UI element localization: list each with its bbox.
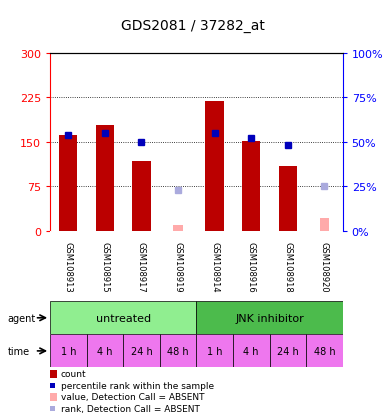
Bar [96, 126, 114, 231]
Text: GSM108920: GSM108920 [320, 241, 329, 292]
Bar [306, 335, 343, 368]
Bar [233, 335, 270, 368]
Text: count: count [61, 369, 87, 378]
Text: GDS2081 / 37282_at: GDS2081 / 37282_at [121, 19, 264, 33]
Bar [87, 335, 123, 368]
Bar [123, 335, 160, 368]
Text: GSM108913: GSM108913 [64, 241, 73, 292]
Bar [242, 141, 260, 231]
Text: rank, Detection Call = ABSENT: rank, Detection Call = ABSENT [61, 404, 200, 413]
Text: 4 h: 4 h [243, 346, 259, 356]
Bar [279, 166, 297, 231]
Bar [174, 225, 182, 231]
Text: agent: agent [8, 313, 36, 323]
Text: value, Detection Call = ABSENT: value, Detection Call = ABSENT [61, 392, 204, 401]
Text: GSM108914: GSM108914 [210, 241, 219, 292]
Bar [59, 135, 77, 231]
Bar [50, 301, 196, 335]
Text: time: time [8, 346, 30, 356]
Text: untreated: untreated [95, 313, 151, 323]
Bar [160, 335, 196, 368]
Bar [196, 301, 343, 335]
Text: 24 h: 24 h [131, 346, 152, 356]
Text: 4 h: 4 h [97, 346, 113, 356]
Text: 1 h: 1 h [207, 346, 223, 356]
Text: GSM108918: GSM108918 [283, 241, 292, 292]
Bar [196, 335, 233, 368]
Bar [270, 335, 306, 368]
Text: GSM108916: GSM108916 [247, 241, 256, 292]
Bar [206, 102, 224, 231]
Text: 24 h: 24 h [277, 346, 299, 356]
Text: GSM108919: GSM108919 [174, 241, 182, 292]
Text: 48 h: 48 h [313, 346, 335, 356]
Bar [50, 335, 87, 368]
Text: GSM108915: GSM108915 [100, 241, 109, 292]
Bar [320, 218, 329, 231]
Text: JNK inhibitor: JNK inhibitor [235, 313, 304, 323]
Text: GSM108917: GSM108917 [137, 241, 146, 292]
Text: percentile rank within the sample: percentile rank within the sample [61, 381, 214, 390]
Bar [132, 161, 151, 231]
Text: 1 h: 1 h [60, 346, 76, 356]
Text: 48 h: 48 h [167, 346, 189, 356]
